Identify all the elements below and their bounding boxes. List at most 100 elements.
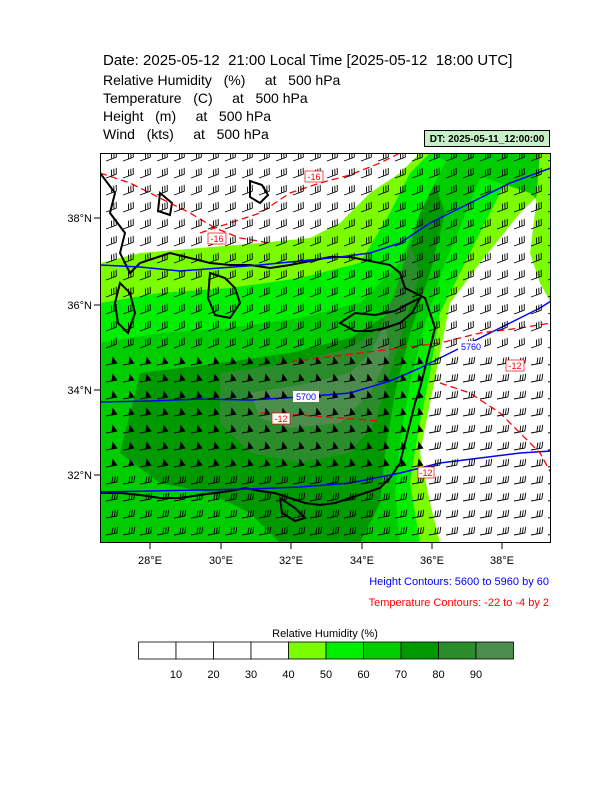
wind-barb [496,303,508,315]
wind-barb [207,269,219,281]
wind-barb [547,515,551,519]
wind-barb [275,201,287,213]
wind-barb [105,269,117,281]
wind-barb [343,303,355,315]
wind-barb [530,424,544,434]
wind-barb [207,407,220,417]
wind-barb [207,303,219,315]
wind-barb [360,303,372,315]
wind-barb [360,526,374,536]
wind-barb [190,252,202,264]
wind-barb [156,475,170,485]
wind-barb [105,526,119,536]
wind-barb [224,509,238,519]
wind-barb [513,441,527,451]
map-title: Date: 2025-05-12 21:00 Local Time [2025-… [103,52,513,69]
wind-barb [394,235,406,247]
wind-barb [326,269,338,281]
wind-barb [122,424,135,434]
wind-barb [513,201,525,213]
wind-barb [139,320,151,332]
wind-barb [411,337,423,349]
wind-barb [173,167,185,179]
wind-barb [343,526,357,536]
wind-barb [513,475,527,485]
wind-barb [479,252,491,264]
wind-barb [377,390,390,400]
wind-barb [309,252,321,264]
wind-barb [360,390,373,400]
wind-barb [394,167,406,179]
wind-barb [496,252,508,264]
wind-barb [445,269,457,281]
wind-barb [105,407,118,417]
wind-barb [360,337,372,349]
wind-barb [445,424,459,434]
wind-barb [139,424,152,434]
wind-barb [326,458,339,468]
wind-barb [360,356,373,366]
wind-barb [309,337,321,349]
wind-barb [224,458,237,468]
wind-barb [173,373,186,383]
wind-barb [156,201,168,213]
wind-barb [275,356,288,366]
wind-barb [258,286,270,298]
wind-barb [105,373,118,383]
wind-barb [241,441,254,451]
wind-barb [428,235,440,247]
wind-barb [479,475,493,485]
wind-barb [462,218,474,230]
wind-barb [173,235,185,247]
wind-barb [377,184,389,196]
colorbar-box [213,641,252,660]
wind-barb [360,235,372,247]
wind-barb [105,509,119,519]
wind-barb [411,390,424,400]
wind-barb [139,269,151,281]
wind-barb [156,269,168,281]
wind-barb [343,424,356,434]
wind-barb [411,303,423,315]
wind-barb [122,252,134,264]
wind-barb [530,269,542,281]
wind-barb [139,526,153,536]
wind-barb [139,407,152,417]
wind-barb [224,252,236,264]
wind-barb [496,201,508,213]
wind-barb [258,303,270,315]
wind-barb [479,201,491,213]
wind-barb [292,167,304,179]
wind-barb [496,167,508,179]
wind-barb [462,458,476,468]
wind-barb [343,390,356,400]
wind-barb [377,441,390,451]
wind-barb [139,492,153,502]
wind-barb [292,441,305,451]
wind-barb [122,356,135,366]
wind-barb [173,475,187,485]
wind-barb [173,390,186,400]
wind-barb [139,509,153,519]
colorbar-title: Relative Humidity (%) [272,628,378,640]
wind-barb [343,407,356,417]
wind-barb [496,458,510,468]
wind-barb [513,184,525,196]
wind-barb [326,337,338,349]
wind-barb [292,201,304,213]
wind-barb [292,252,304,264]
wind-barb [377,235,389,247]
lon-label: 28°E [138,555,162,567]
wind-barb [343,373,356,383]
wind-barb [394,526,408,536]
wind-barb [292,509,306,519]
wind-barb [496,441,510,451]
wind-barb [122,320,134,332]
wind-barb [428,492,442,502]
wind-barb [411,167,423,179]
wind-barb [428,356,442,366]
wind-barb [377,356,390,366]
wind-barb [190,373,203,383]
lon-label: 30°E [209,555,233,567]
wind-barb [292,475,306,485]
